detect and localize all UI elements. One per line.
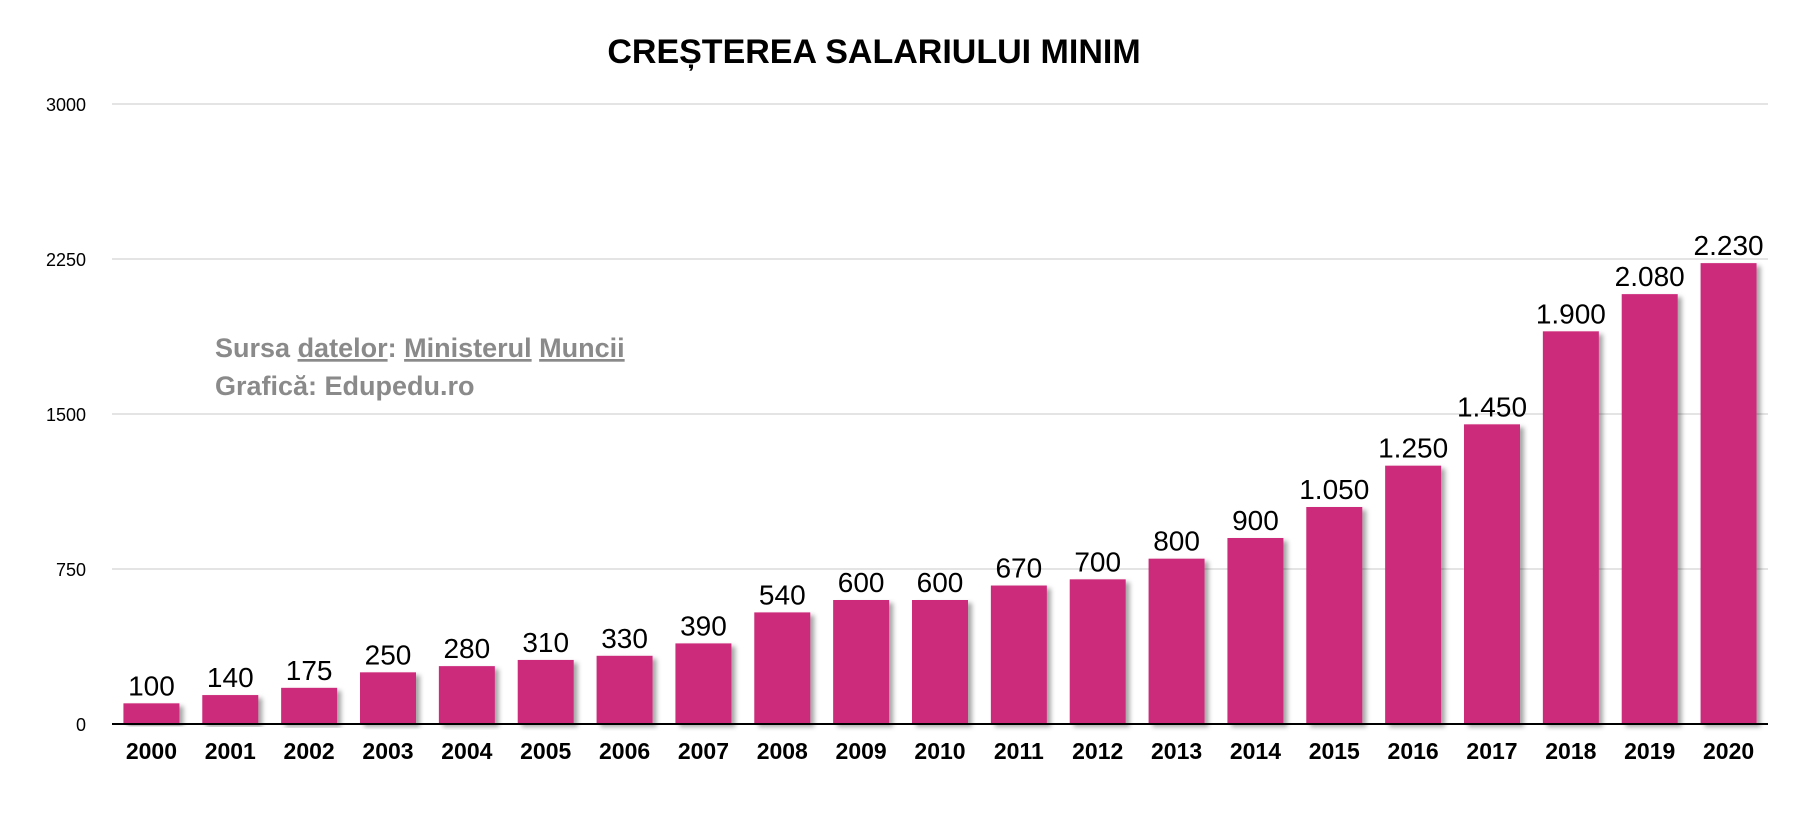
x-tick-label: 2019 (1624, 738, 1675, 764)
bar (675, 643, 732, 724)
x-tick-label: 2013 (1151, 738, 1202, 764)
source-word-muncii: Muncii (539, 333, 625, 363)
y-tick-label: 2250 (46, 250, 86, 270)
bar (1464, 424, 1520, 724)
bar (202, 695, 259, 724)
data-label: 1.450 (1457, 391, 1527, 422)
x-tick-label: 2020 (1703, 738, 1754, 764)
x-tick-label: 2015 (1309, 738, 1360, 764)
x-tick-label: 2011 (994, 738, 1044, 764)
data-label: 250 (365, 639, 412, 670)
data-label: 1.900 (1536, 298, 1606, 329)
data-label: 330 (601, 623, 648, 654)
bar (438, 666, 495, 724)
source-word-datelor: datelor (298, 333, 389, 363)
x-tick-label: 2017 (1466, 738, 1517, 764)
data-label: 280 (443, 633, 490, 664)
source-word-ministerul: Ministerul (404, 333, 532, 363)
bar (1148, 558, 1205, 724)
source-note: Sursa datelor: Ministerul Muncii (215, 333, 625, 363)
data-label: 2.230 (1694, 230, 1764, 261)
bar (990, 585, 1047, 724)
y-tick-label: 750 (56, 560, 86, 580)
bar (1069, 579, 1126, 724)
x-tick-label: 2007 (678, 738, 729, 764)
bar (281, 687, 338, 724)
x-tick-label: 2016 (1388, 738, 1439, 764)
y-tick-label: 1500 (46, 405, 86, 425)
chart-title: CREȘTEREA SALARIULUI MINIM (607, 33, 1140, 71)
data-label: 600 (917, 567, 964, 598)
data-label: 100 (128, 670, 175, 701)
data-label: 140 (207, 662, 254, 693)
data-label: 900 (1232, 505, 1279, 536)
x-axis-ticks: 2000 2001 2002 2003 2004 2005 2006 2007 2008 2009… (126, 738, 1754, 764)
x-tick-label: 2005 (520, 738, 571, 764)
data-label: 1.050 (1299, 474, 1369, 505)
data-label: 390 (680, 610, 727, 641)
value-labels: 100 140 175 250 280 310 330 390 540 600 600 670 700 8… (128, 230, 1764, 701)
bar (123, 703, 180, 724)
x-tick-label: 2018 (1545, 738, 1596, 764)
bar (1306, 507, 1363, 724)
x-tick-label: 2008 (757, 738, 808, 764)
bars (123, 263, 1757, 724)
data-label: 800 (1153, 526, 1200, 557)
data-label: 1.250 (1378, 433, 1448, 464)
x-tick-label: 2014 (1230, 738, 1281, 764)
x-tick-label: 2003 (362, 738, 413, 764)
data-label: 600 (838, 567, 885, 598)
source-prefix: Sursa (215, 333, 291, 363)
x-tick-label: 2006 (599, 738, 650, 764)
bar (912, 600, 968, 724)
x-tick-label: 2001 (205, 738, 256, 764)
data-label: 175 (286, 655, 333, 686)
data-label: 2.080 (1615, 261, 1685, 292)
x-tick-label: 2009 (836, 738, 887, 764)
bar (360, 672, 416, 724)
y-axis-ticks: 0 750 1500 2250 3000 (46, 95, 86, 735)
bar (517, 659, 574, 724)
credit-note: Grafică: Edupedu.ro (215, 371, 475, 401)
x-tick-label: 2004 (441, 738, 492, 764)
source-colon: : (388, 333, 397, 363)
bar (1621, 294, 1678, 724)
y-tick-label: 0 (76, 715, 86, 735)
x-tick-label: 2012 (1072, 738, 1123, 764)
bar (1700, 263, 1757, 724)
bar (596, 655, 653, 724)
data-label: 700 (1074, 546, 1121, 577)
x-tick-label: 2002 (284, 738, 335, 764)
bar (1385, 465, 1442, 724)
data-label: 540 (759, 579, 806, 610)
data-label: 310 (522, 627, 569, 658)
bar (754, 612, 811, 724)
y-tick-label: 3000 (46, 95, 86, 115)
x-tick-label: 2000 (126, 738, 177, 764)
bar (833, 600, 890, 724)
bar (1542, 331, 1599, 724)
x-tick-label: 2010 (914, 738, 965, 764)
bar (1227, 538, 1284, 724)
data-label: 670 (995, 553, 1042, 584)
